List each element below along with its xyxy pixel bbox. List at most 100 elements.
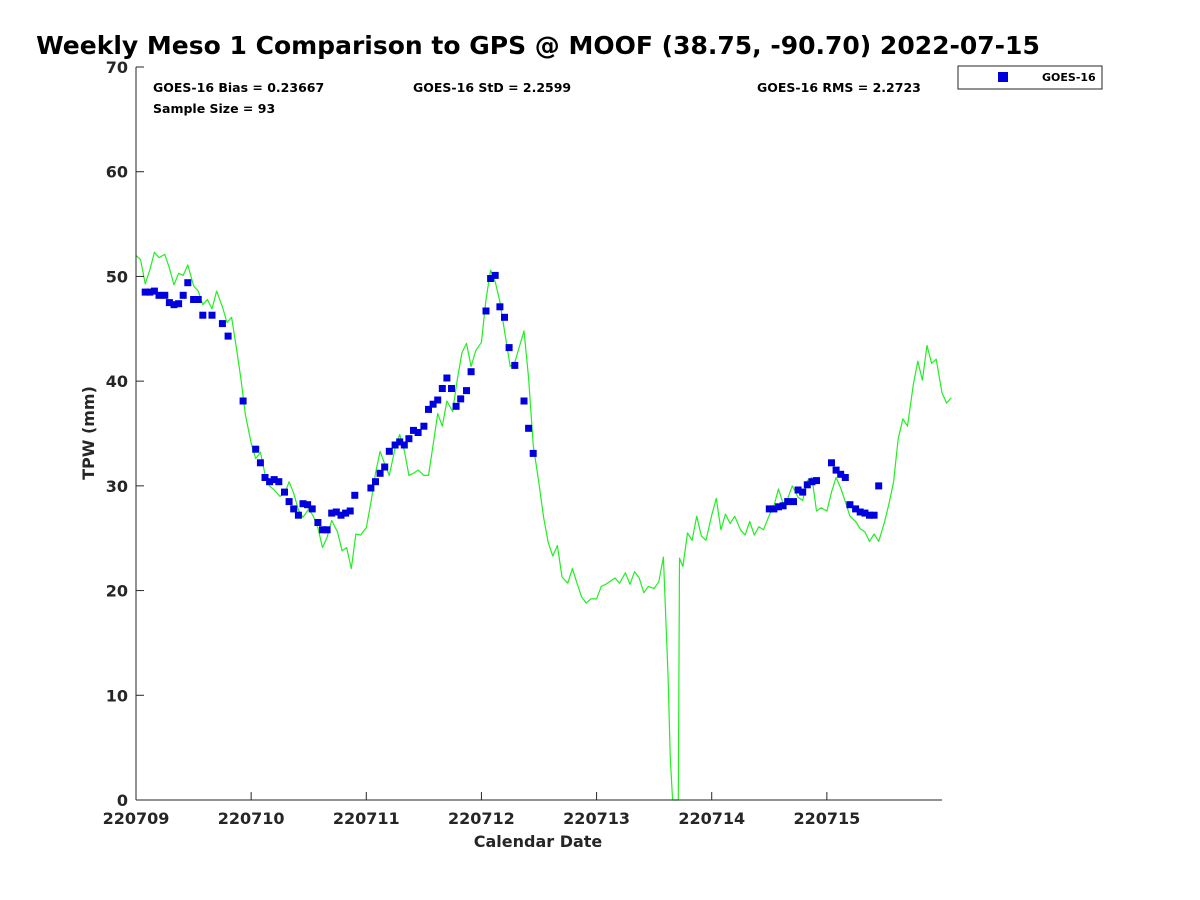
goes-point (799, 488, 807, 496)
goes-point (165, 299, 173, 307)
goes-point (319, 526, 326, 534)
y-tick-label: 30 (106, 477, 128, 496)
goes-point (170, 301, 178, 309)
gps-series (135, 251, 952, 801)
goes-point (256, 459, 264, 467)
goes-point (414, 429, 422, 436)
y-tick-label: 70 (106, 58, 128, 77)
goes-point (808, 478, 816, 486)
x-tick-label: 220713 (563, 809, 630, 828)
goes-point (457, 395, 465, 403)
goes-point (150, 287, 158, 295)
plot-area (136, 67, 942, 800)
goes-point (367, 484, 375, 492)
goes-point (385, 447, 393, 455)
goes-point (190, 296, 198, 303)
x-tick-label: 220715 (793, 809, 860, 828)
goes-point (410, 426, 417, 434)
goes-point (870, 511, 878, 519)
goes-point (299, 500, 307, 508)
goes-point (275, 478, 283, 486)
y-tick-label: 20 (106, 582, 128, 601)
x-tick-label: 220711 (333, 809, 400, 828)
goes-point (790, 498, 797, 506)
x-tick-label: 220709 (103, 809, 170, 828)
goes-point (266, 478, 274, 486)
goes-point (784, 498, 792, 506)
goes-point (194, 296, 202, 303)
goes-point (828, 459, 835, 467)
legend-marker-goes (998, 72, 1008, 82)
goes-point (496, 303, 504, 311)
std-stat: GOES-16 StD = 2.2599 (413, 80, 571, 95)
goes-point (304, 501, 312, 509)
goes-point (199, 311, 207, 319)
goes-point (520, 397, 528, 405)
y-tick-label: 40 (106, 372, 128, 391)
goes-point (161, 291, 169, 299)
goes-point (448, 385, 455, 392)
goes-point (463, 387, 470, 395)
goes-point (837, 470, 845, 478)
y-tick-label: 50 (106, 267, 128, 286)
y-tick-labels: 0 10 20 30 40 50 60 70 (106, 58, 128, 810)
chart-title: Weekly Meso 1 Comparison to GPS @ MOOF (… (36, 31, 1040, 60)
goes-point (779, 502, 787, 510)
x-axis-label: Calendar Date (474, 832, 603, 851)
y-tick-label: 0 (117, 791, 128, 810)
goes-point (290, 505, 298, 513)
goes-point (376, 469, 384, 477)
goes-point (425, 405, 432, 413)
x-tick-label: 220712 (448, 809, 515, 828)
goes-point (328, 509, 336, 517)
goes-point (803, 481, 811, 489)
goes-point (443, 374, 451, 382)
goes-point (224, 332, 232, 340)
legend-box (957, 65, 1103, 90)
goes-point (841, 474, 849, 481)
x-tick-label: 220710 (218, 809, 285, 828)
goes-point (775, 503, 782, 511)
goes-point (294, 511, 302, 519)
y-tick-label: 60 (106, 163, 128, 182)
goes-point (141, 288, 149, 296)
goes-point (351, 491, 359, 499)
goes-point (770, 505, 778, 513)
goes-point (218, 320, 226, 328)
goes-point (155, 291, 163, 299)
goes-point (832, 466, 840, 474)
y-tick-label: 10 (106, 686, 128, 705)
plot-background (136, 67, 942, 800)
goes-point (861, 509, 869, 517)
goes-point (529, 449, 537, 457)
goes-point (381, 463, 389, 471)
bias-stat: GOES-16 Bias = 0.23667 (153, 80, 324, 95)
goes-point (511, 361, 519, 369)
goes-point (332, 508, 340, 516)
axes (135, 66, 942, 801)
legend-label-goes: GOES-16 (1042, 71, 1096, 84)
goes-point (482, 307, 490, 315)
goes-point (434, 396, 442, 404)
goes-point (813, 477, 820, 485)
legend: GOES-16 (957, 65, 1103, 90)
goes-point (314, 519, 322, 526)
goes-point (261, 474, 269, 481)
goes-point (525, 424, 533, 432)
goes-point (875, 482, 883, 490)
goes-point (487, 275, 495, 282)
rms-stat: GOES-16 RMS = 2.2723 (757, 80, 921, 95)
goes-point (179, 291, 187, 299)
goes-point (308, 505, 316, 513)
goes-point (270, 476, 278, 484)
goes-point (337, 511, 345, 519)
goes-point (491, 271, 499, 279)
goes-point (285, 498, 293, 506)
goes-point (391, 441, 399, 449)
goes-point (429, 400, 437, 408)
goes-point (208, 311, 216, 319)
goes-point (846, 501, 854, 509)
goes-point (852, 505, 860, 513)
goes-point (452, 402, 460, 410)
